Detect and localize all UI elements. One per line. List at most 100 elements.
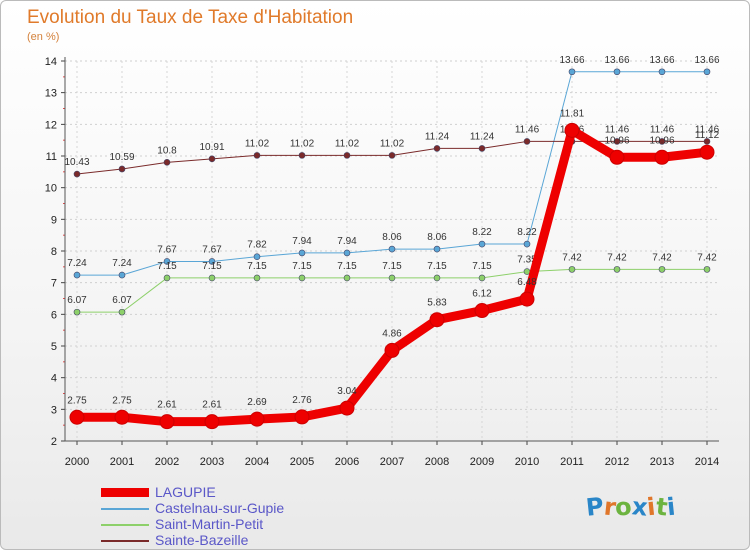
data-point bbox=[118, 308, 126, 316]
chart-title: Evolution du Taux de Taxe d'Habitation bbox=[27, 7, 354, 28]
data-point bbox=[298, 274, 306, 282]
data-point bbox=[613, 266, 621, 273]
x-tick-label: 2004 bbox=[245, 456, 269, 468]
x-tick-label: 2011 bbox=[560, 456, 584, 468]
data-label: 10.59 bbox=[109, 152, 134, 163]
data-label: 2.69 bbox=[247, 397, 267, 408]
data-point bbox=[73, 271, 81, 279]
data-label: 11.12 bbox=[695, 130, 720, 141]
y-tick-label: 11 bbox=[46, 151, 57, 163]
data-point bbox=[658, 138, 666, 145]
data-label: 7.67 bbox=[202, 244, 222, 255]
y-tick-label: 6 bbox=[51, 309, 57, 321]
data-point bbox=[568, 68, 576, 76]
data-point bbox=[388, 245, 396, 253]
data-label: 11.81 bbox=[560, 108, 585, 119]
data-label: 10.43 bbox=[64, 157, 89, 168]
legend-swatch bbox=[101, 508, 149, 510]
data-point bbox=[564, 122, 580, 138]
data-label: 3.04 bbox=[337, 386, 357, 397]
data-label: 7.94 bbox=[337, 236, 357, 247]
proxiti-logo: Proxiti bbox=[585, 492, 677, 522]
x-tick-label: 2008 bbox=[425, 456, 449, 468]
data-label: 11.46 bbox=[650, 124, 675, 135]
data-label: 7.82 bbox=[247, 240, 267, 251]
data-point bbox=[654, 149, 670, 165]
data-point bbox=[343, 249, 351, 257]
data-point bbox=[163, 159, 171, 166]
x-tick-label: 2014 bbox=[695, 456, 719, 468]
data-label: 7.24 bbox=[67, 258, 87, 269]
data-point bbox=[298, 249, 306, 257]
data-label: 4.86 bbox=[382, 328, 402, 339]
data-label: 6.48 bbox=[517, 277, 537, 288]
data-label: 6.12 bbox=[472, 289, 492, 300]
data-label: 7.42 bbox=[697, 252, 717, 263]
data-point bbox=[208, 155, 216, 163]
data-point bbox=[388, 152, 396, 159]
x-tick-label: 2002 bbox=[155, 456, 179, 468]
data-label: 11.46 bbox=[515, 124, 540, 135]
x-tick-label: 2005 bbox=[290, 456, 314, 468]
data-point bbox=[384, 342, 400, 358]
x-tick-label: 2007 bbox=[380, 456, 404, 468]
data-point bbox=[73, 308, 81, 316]
data-label: 2.61 bbox=[157, 400, 177, 411]
y-tick-label: 9 bbox=[51, 214, 57, 226]
data-point bbox=[204, 414, 220, 430]
data-label: 11.24 bbox=[425, 131, 450, 142]
data-label: 7.15 bbox=[472, 261, 492, 272]
data-label: 7.15 bbox=[337, 261, 357, 272]
data-label: 2.76 bbox=[292, 395, 312, 406]
data-point bbox=[118, 165, 126, 173]
data-label: 7.15 bbox=[427, 261, 447, 272]
data-label: 7.15 bbox=[382, 261, 402, 272]
data-point bbox=[208, 274, 216, 282]
data-label: 13.66 bbox=[694, 55, 719, 66]
data-label: 10.91 bbox=[199, 142, 224, 153]
data-label: 13.66 bbox=[604, 55, 629, 66]
data-point bbox=[519, 291, 535, 307]
logo-letter: i bbox=[665, 492, 677, 522]
data-point bbox=[433, 245, 441, 253]
y-tick-label: 3 bbox=[51, 404, 57, 416]
data-label: 10.8 bbox=[157, 145, 177, 156]
data-point bbox=[699, 144, 715, 160]
data-point bbox=[658, 266, 666, 273]
legend-label: LAGUPIE bbox=[155, 484, 216, 500]
data-label: 8.06 bbox=[427, 232, 447, 243]
data-label: 7.94 bbox=[292, 236, 312, 247]
y-tick-label: 7 bbox=[51, 278, 57, 290]
x-tick-label: 2012 bbox=[605, 456, 629, 468]
y-tick-label: 4 bbox=[51, 373, 57, 385]
data-point bbox=[658, 68, 666, 76]
data-point bbox=[433, 145, 441, 152]
x-tick-label: 2006 bbox=[335, 456, 359, 468]
y-tick-label: 2 bbox=[51, 436, 57, 448]
data-point bbox=[69, 409, 85, 425]
data-label: 13.66 bbox=[649, 55, 674, 66]
data-label: 2.75 bbox=[67, 395, 87, 406]
data-label: 8.22 bbox=[517, 227, 537, 238]
data-point bbox=[163, 274, 171, 282]
y-tick-label: 14 bbox=[45, 56, 57, 68]
data-point bbox=[118, 271, 126, 279]
data-point bbox=[388, 274, 396, 282]
data-label: 7.15 bbox=[292, 261, 312, 272]
data-label: 7.42 bbox=[562, 252, 582, 263]
data-label: 11.46 bbox=[605, 124, 630, 135]
data-point bbox=[253, 253, 261, 260]
y-tick-label: 5 bbox=[51, 341, 57, 353]
data-label: 6.07 bbox=[112, 295, 132, 306]
data-label: 8.06 bbox=[382, 232, 402, 243]
data-point bbox=[703, 68, 711, 76]
legend-swatch bbox=[101, 488, 149, 497]
y-tick-label: 10 bbox=[45, 183, 57, 195]
legend-swatch bbox=[101, 524, 149, 526]
x-tick-label: 2013 bbox=[650, 456, 674, 468]
data-point bbox=[474, 303, 490, 319]
data-point bbox=[73, 170, 81, 178]
data-label: 13.66 bbox=[559, 55, 584, 66]
data-label: 6.07 bbox=[67, 295, 87, 306]
